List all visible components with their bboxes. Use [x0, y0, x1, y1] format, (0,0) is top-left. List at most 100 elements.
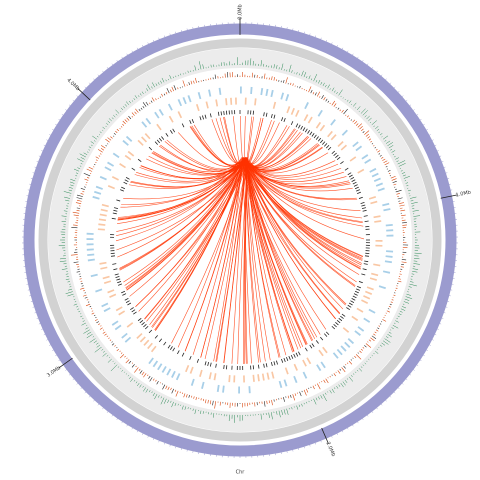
red-track: [91, 310, 94, 312]
gene-box: [143, 339, 150, 346]
green-track: [99, 131, 102, 134]
red-track: [142, 102, 147, 107]
green-track: [398, 313, 402, 316]
red-track: [119, 128, 121, 130]
minor-tick: [76, 95, 79, 98]
green-track: [90, 144, 93, 146]
green-track: [405, 182, 409, 184]
tick-label: 1.0Mb: [455, 190, 471, 199]
minor-tick: [43, 333, 46, 336]
red-track: [76, 197, 83, 200]
green-track: [342, 97, 344, 99]
minor-tick: [106, 411, 109, 413]
green-track: [85, 327, 89, 330]
link: [149, 157, 247, 326]
red-track: [116, 347, 118, 349]
green-track: [96, 135, 99, 138]
red-track: [76, 210, 80, 212]
red-track: [263, 401, 266, 407]
feature-tick: [154, 335, 158, 339]
minor-tick: [409, 373, 412, 376]
green-track: [59, 258, 66, 260]
feature-tick: [223, 364, 225, 370]
red-track: [321, 381, 323, 383]
red-track: [135, 108, 139, 113]
green-track: [403, 301, 410, 304]
red-track: [391, 178, 397, 181]
red-track: [162, 384, 166, 390]
red-track: [388, 172, 391, 174]
red-track: [183, 393, 186, 398]
green-track: [157, 395, 160, 398]
green-track: [102, 126, 105, 130]
green-track: [396, 160, 399, 162]
minor-tick: [341, 430, 344, 433]
green-track: [331, 388, 335, 393]
red-track: [84, 178, 89, 181]
feature-tick: [265, 112, 268, 117]
green-track: [89, 338, 96, 343]
gene-box: [152, 360, 159, 368]
red-track: [101, 145, 106, 149]
minor-tick: [72, 378, 75, 381]
red-track: [397, 195, 400, 197]
red-track: [368, 138, 372, 141]
green-track: [187, 407, 189, 409]
green-track: [303, 71, 307, 78]
minor-tick: [68, 373, 71, 376]
feature-tick: [363, 215, 368, 217]
link: [223, 157, 247, 363]
feature-tick: [362, 268, 367, 271]
red-track: [73, 214, 79, 217]
green-track: [278, 410, 281, 418]
red-track: [308, 86, 312, 93]
feature-tick: [320, 336, 324, 341]
green-track: [145, 388, 149, 393]
green-track: [125, 101, 130, 105]
gene-box: [315, 121, 322, 129]
minor-tick: [428, 344, 431, 346]
green-track: [133, 379, 136, 382]
red-track: [80, 287, 85, 290]
red-track: [95, 316, 97, 319]
minor-tick: [58, 359, 61, 362]
red-track: [323, 96, 326, 101]
red-track: [173, 85, 177, 91]
minor-tick: [419, 118, 422, 121]
green-track: [143, 387, 146, 392]
gene-box: [368, 195, 377, 200]
red-track: [314, 384, 316, 386]
feature-tick: [191, 118, 194, 123]
red-track: [141, 371, 145, 376]
minor-tick: [65, 109, 68, 111]
minor-tick: [88, 395, 91, 398]
green-track: [75, 172, 79, 174]
red-track: [299, 391, 302, 397]
green-track: [392, 325, 399, 329]
green-track: [167, 399, 170, 404]
red-track: [371, 143, 374, 145]
green-track: [334, 387, 336, 390]
red-track: [327, 377, 329, 379]
green-track: [81, 322, 87, 326]
red-track: [113, 135, 115, 137]
red-track: [97, 323, 101, 326]
red-track: [377, 150, 381, 153]
green-track: [412, 271, 418, 273]
minor-tick: [298, 30, 300, 33]
tick-label: 2.0Mb: [325, 441, 337, 458]
red-track: [165, 91, 168, 95]
green-track: [63, 191, 72, 194]
red-track: [188, 394, 190, 398]
red-track: [205, 399, 207, 404]
minor-tick: [97, 403, 100, 406]
green-track: [64, 196, 71, 199]
link: [244, 160, 361, 270]
minor-tick: [422, 123, 425, 126]
red-track: [75, 202, 82, 205]
minor-tick: [436, 150, 439, 152]
gene-box: [303, 114, 309, 122]
green-track: [102, 352, 107, 357]
green-track: [170, 400, 172, 403]
green-track: [111, 117, 114, 120]
